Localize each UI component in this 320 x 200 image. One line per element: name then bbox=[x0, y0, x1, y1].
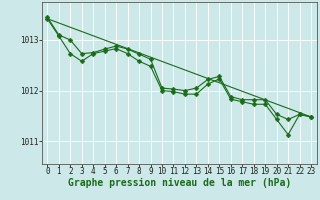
X-axis label: Graphe pression niveau de la mer (hPa): Graphe pression niveau de la mer (hPa) bbox=[68, 178, 291, 188]
